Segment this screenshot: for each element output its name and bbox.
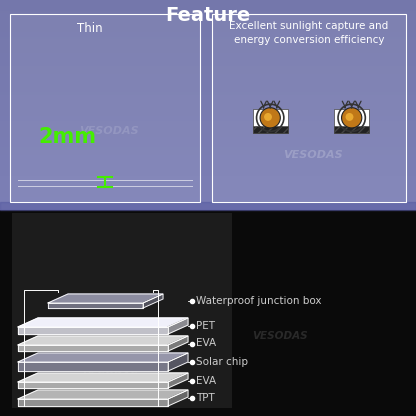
Bar — [253, 126, 288, 133]
Text: EVA: EVA — [196, 376, 216, 386]
Polygon shape — [168, 318, 188, 334]
Polygon shape — [18, 318, 188, 327]
Text: TPT: TPT — [196, 393, 215, 403]
Polygon shape — [18, 399, 168, 406]
Polygon shape — [168, 336, 188, 351]
Text: VESODAS: VESODAS — [283, 150, 343, 160]
Polygon shape — [168, 373, 188, 388]
Text: VESODAS: VESODAS — [252, 331, 308, 341]
Polygon shape — [143, 294, 163, 308]
Polygon shape — [18, 353, 188, 362]
Text: Solar chip: Solar chip — [196, 357, 248, 367]
Polygon shape — [48, 294, 163, 303]
Circle shape — [342, 108, 362, 128]
Polygon shape — [48, 303, 143, 308]
Text: Thin: Thin — [77, 22, 103, 35]
Polygon shape — [18, 382, 168, 388]
Text: VESODAS: VESODAS — [82, 371, 138, 381]
Circle shape — [346, 113, 354, 121]
Bar — [334, 126, 369, 133]
Bar — [212, 14, 406, 202]
Polygon shape — [168, 390, 188, 406]
Bar — [10, 14, 200, 202]
Bar — [253, 109, 288, 133]
Polygon shape — [168, 353, 188, 371]
Text: 2mm: 2mm — [38, 127, 96, 147]
Circle shape — [264, 113, 272, 121]
Polygon shape — [18, 390, 188, 399]
Circle shape — [260, 108, 280, 128]
Text: Excellent sunlight capture and
energy conversion efficiency: Excellent sunlight capture and energy co… — [229, 21, 389, 45]
Bar — [12, 213, 232, 408]
Text: EVA: EVA — [196, 339, 216, 349]
Bar — [334, 109, 369, 133]
Text: Waterproof junction box: Waterproof junction box — [196, 296, 322, 306]
Polygon shape — [18, 362, 168, 371]
Text: Feature: Feature — [166, 6, 250, 25]
Text: PET: PET — [196, 321, 215, 331]
Polygon shape — [18, 373, 188, 382]
Polygon shape — [18, 327, 168, 334]
Polygon shape — [18, 336, 188, 345]
Text: VESODAS: VESODAS — [79, 126, 139, 136]
Polygon shape — [18, 345, 168, 351]
